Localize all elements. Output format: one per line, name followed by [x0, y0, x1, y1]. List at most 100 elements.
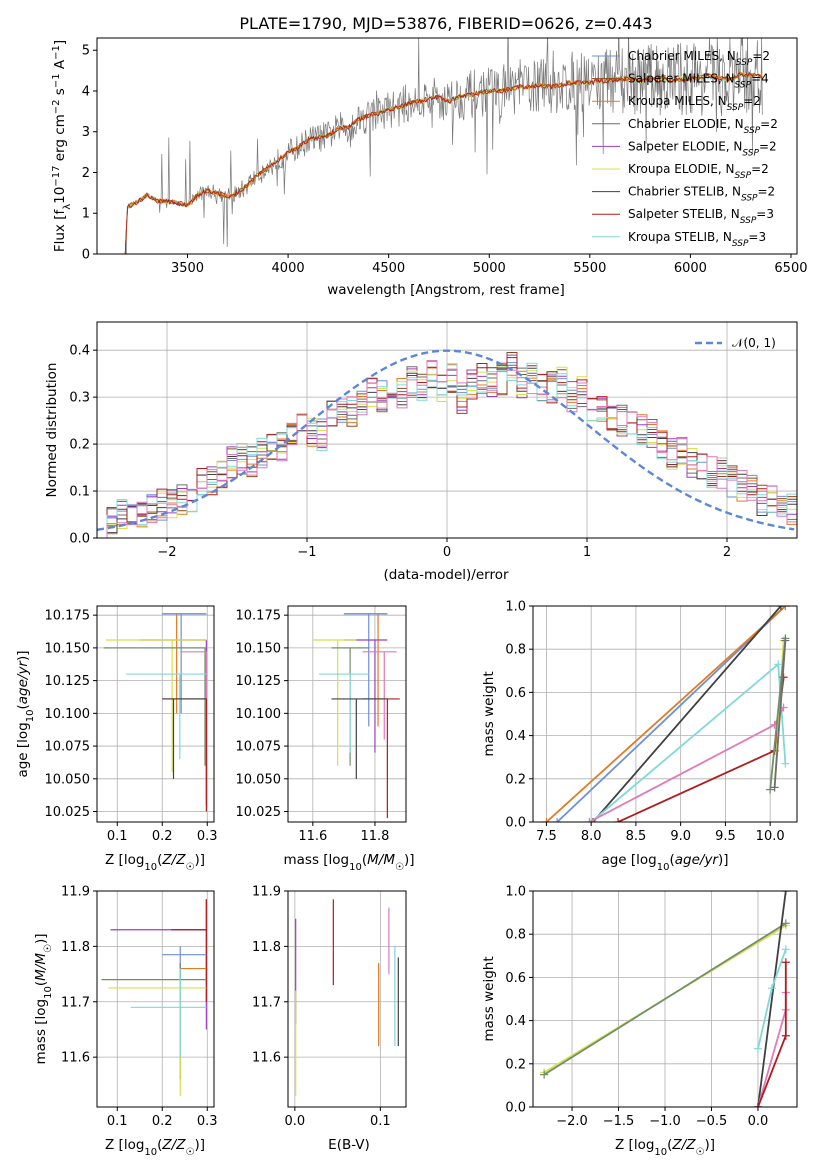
y-tick-label: 0.4 — [505, 1014, 526, 1029]
histogram-series — [97, 360, 797, 538]
y-tick-label: 10.125 — [45, 674, 91, 689]
legend-label: Kroupa ELODIE, NSSP=2 — [628, 162, 769, 181]
weight-point-marker — [781, 891, 790, 895]
weight-series-line — [545, 606, 787, 822]
weight-vs-age-xlabel: age [log10(age/yr)] — [601, 852, 728, 873]
y-tick-label: 1 — [82, 207, 90, 222]
legend-label: 𝒩(0, 1) — [732, 336, 776, 350]
spectrum-model-line — [124, 72, 763, 254]
weight-point-marker — [776, 606, 785, 610]
x-tick-label: 2 — [723, 545, 731, 560]
y-tick-label: 0.2 — [69, 438, 90, 453]
x-tick-label: 4000 — [272, 261, 305, 276]
weight-point-marker — [781, 606, 790, 610]
y-tick-label: 1.0 — [505, 885, 526, 900]
axes-frame — [532, 605, 798, 823]
weight-series-line — [590, 662, 787, 822]
x-tick-label: 9.0 — [670, 829, 691, 844]
spectrum-data-line — [125, 38, 763, 254]
x-tick-label: 11.6 — [298, 829, 327, 844]
plot-area — [124, 38, 763, 254]
y-tick-label: 0.6 — [505, 686, 526, 701]
y-tick-label: 11.9 — [252, 885, 281, 900]
x-tick-label: 1 — [583, 545, 591, 560]
y-tick-label: 0.0 — [69, 532, 90, 547]
weight-series-line — [556, 606, 787, 822]
x-tick-label: 3500 — [171, 261, 204, 276]
weight-point-marker — [542, 818, 551, 822]
y-tick-label: 10.150 — [236, 641, 282, 656]
age-vs-mass-panel: 11.6 11.8 10.025 10.050 10.075 10.100 10.125 10… — [236, 605, 407, 844]
plot-area — [312, 613, 400, 819]
residuals-histogram-panel: 𝒩(0, 1) −2 −1 0 1 2 0.0 0.1 0.2 0.3 0.4 — [69, 321, 798, 560]
y-tick-label: 0.4 — [505, 729, 526, 744]
weight-series-line — [592, 606, 782, 822]
axes-frame — [287, 605, 407, 823]
weight-point-marker — [753, 1103, 762, 1107]
y-tick-label: 10.025 — [45, 805, 91, 820]
weight-point-marker — [770, 783, 779, 792]
weight-point-marker — [766, 785, 775, 794]
y-tick-label: 10.075 — [236, 740, 282, 755]
y-tick-label: 0.6 — [505, 971, 526, 986]
x-tick-label: −2.0 — [556, 1114, 588, 1129]
weight-point-marker — [781, 945, 790, 954]
weight-vs-z-xlabel: Z [log10(Z/Z☉)] — [615, 1137, 715, 1158]
weight-point-marker — [781, 958, 790, 967]
x-tick-label: 0.0 — [284, 1114, 305, 1129]
y-tick-label: 2 — [82, 166, 90, 181]
normal-curve — [97, 349, 795, 531]
x-tick-label: −1.5 — [603, 1114, 635, 1129]
weight-vs-metallicity-panel: −2.0 −1.5 −1.0 −0.5 0.0 0.0 0.2 0.4 0.6 0.8 1.0 — [505, 885, 798, 1129]
spectrum-model-line — [124, 71, 763, 254]
mass-vs-z-xlabel: Z [log10(Z/Z☉)] — [105, 1137, 205, 1158]
x-tick-label: 0.3 — [197, 1114, 218, 1129]
weight-point-marker — [781, 759, 790, 768]
y-tick-label: 10.050 — [236, 772, 282, 787]
x-tick-label: 0.0 — [748, 1114, 769, 1129]
plot-area — [540, 891, 790, 1107]
y-tick-label: 11.7 — [252, 995, 281, 1010]
x-tick-label: 5000 — [473, 261, 506, 276]
y-tick-label: 0.2 — [505, 1057, 526, 1072]
y-tick-label: 10.125 — [236, 674, 282, 689]
weight-vs-age-ylabel: mass weight — [481, 671, 497, 756]
y-tick-label: 11.6 — [61, 1051, 90, 1066]
x-tick-label: 0.2 — [152, 829, 173, 844]
y-tick-label: 10.025 — [236, 805, 282, 820]
mass-vs-extinction-panel: 0.0 0.1 11.6 11.7 11.8 11.9 — [252, 885, 407, 1129]
weight-series-line — [773, 640, 787, 788]
y-tick-label: 10.100 — [45, 707, 91, 722]
legend-label: Kroupa STELIB, NSSP=3 — [628, 230, 766, 249]
weight-series-line — [757, 891, 787, 1107]
y-tick-label: 3 — [82, 125, 90, 140]
y-tick-label: 0.4 — [69, 344, 90, 359]
age-vs-mass-xlabel: mass [log10(M/M☉)] — [283, 852, 414, 873]
y-tick-label: 1.0 — [505, 600, 526, 615]
axes-frame — [96, 37, 798, 255]
x-tick-label: 0 — [443, 545, 451, 560]
age-vs-z-ylabel: age [log10(age/yr)] — [15, 650, 36, 777]
weight-point-marker — [774, 660, 783, 669]
x-tick-label: 6000 — [674, 261, 707, 276]
weight-point-marker — [753, 1044, 762, 1053]
x-tick-label: 9.5 — [715, 829, 736, 844]
x-tick-label: 10.0 — [756, 829, 785, 844]
y-tick-label: 0.8 — [505, 643, 526, 658]
x-tick-label: −0.5 — [696, 1114, 728, 1129]
x-tick-label: 8.0 — [581, 829, 602, 844]
y-tick-label: 10.050 — [45, 772, 91, 787]
weight-series-line — [543, 922, 787, 1076]
y-tick-label: 11.6 — [252, 1051, 281, 1066]
y-tick-label: 11.8 — [61, 940, 90, 955]
legend-label: Salpeter STELIB, NSSP=3 — [628, 207, 774, 226]
x-tick-label: 4500 — [372, 261, 405, 276]
x-tick-label: 7.5 — [536, 829, 557, 844]
plot-area — [542, 606, 790, 822]
x-tick-label: −2 — [157, 545, 176, 560]
weight-point-marker — [614, 818, 623, 822]
y-tick-label: 5 — [82, 44, 90, 59]
y-tick-label: 10.175 — [236, 609, 282, 624]
residuals-ylabel: Normed distribution — [44, 363, 60, 498]
